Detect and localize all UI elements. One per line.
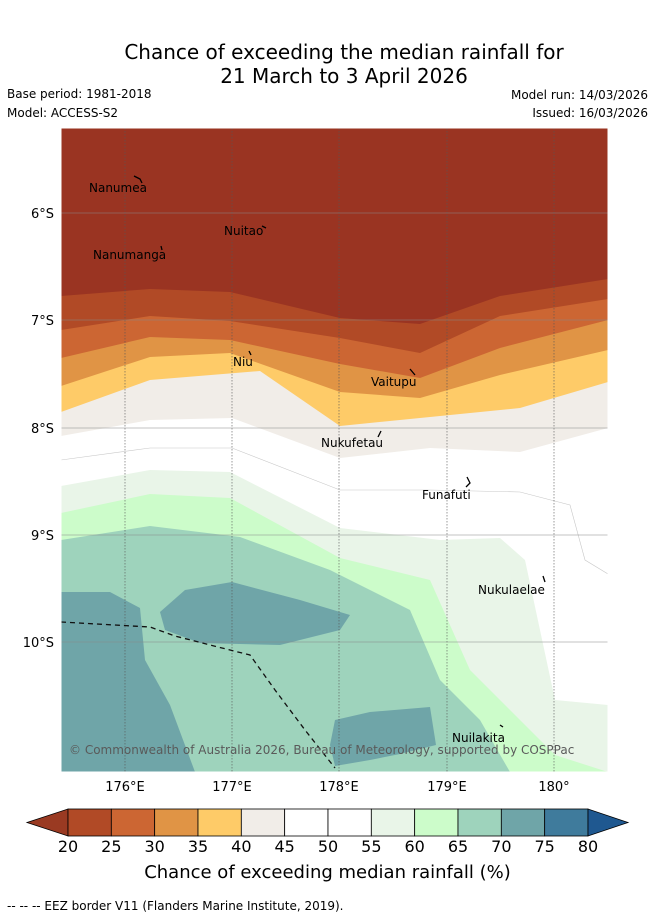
colorbar-segment <box>67 808 112 837</box>
island-shape <box>377 430 382 438</box>
island-shape <box>409 368 416 376</box>
colorbar-tick-label: 30 <box>144 837 165 856</box>
colorbar-segment <box>284 808 329 837</box>
islands <box>133 175 546 728</box>
colorbar-tick-label: 20 <box>57 837 79 856</box>
colorbar-segment <box>154 808 199 837</box>
title-line-1: Chance of exceeding the median rainfall … <box>124 40 564 64</box>
colorbar-tick-label: 80 <box>577 837 599 856</box>
place-labels: Nanumea Nuitao Nanumanga Niu Vaitupu Nuk… <box>89 181 545 745</box>
map-title: Chance of exceeding the median rainfall … <box>0 40 655 88</box>
colorbar-tick-label: 25 <box>101 837 122 856</box>
colorbar-tick-label: 35 <box>187 837 209 856</box>
map-frame <box>60 127 609 773</box>
eez-border <box>60 621 336 769</box>
island-shape <box>261 225 267 229</box>
lon-label: 177°E <box>212 780 252 795</box>
base-period: Base period: 1981-2018 <box>7 87 152 101</box>
island-shape <box>248 350 252 356</box>
colorbar-tick-label: 45 <box>274 837 295 856</box>
island-shape <box>465 476 471 488</box>
issued-date: Issued: 16/03/2026 <box>532 106 648 120</box>
place-label-niu: Niu <box>233 355 253 369</box>
colorbar-under-arrow <box>25 808 69 837</box>
place-label-nuilakita: Nuilakita <box>452 731 505 745</box>
colorbar <box>25 808 630 837</box>
colorbar-segment <box>414 808 459 837</box>
colorbar-segment <box>544 808 589 837</box>
lat-label: 6°S <box>31 207 54 222</box>
lat-label: 9°S <box>31 529 54 544</box>
colorbar-tick-label: 75 <box>534 837 555 856</box>
colorbar-segment <box>457 808 502 837</box>
colorbar-tick-label: 40 <box>231 837 252 856</box>
rainfall-contours <box>61 128 608 772</box>
band-70-75-centre <box>160 582 350 645</box>
colorbar-tick-label: 55 <box>361 837 382 856</box>
contour-50 <box>61 447 608 575</box>
island-shape <box>499 724 504 728</box>
colorbar-segment <box>327 808 372 837</box>
island-shape <box>160 245 163 251</box>
colorbar-over-arrow <box>587 808 630 837</box>
lat-grid-lines <box>61 212 608 643</box>
lat-axis: 6°S 7°S 8°S 9°S 10°S <box>23 207 54 651</box>
lat-label: 10°S <box>23 636 54 651</box>
place-label-nukulaelae: Nukulaelae <box>478 583 545 597</box>
lon-axis: 176°E 177°E 178°E 179°E 180° <box>105 780 569 795</box>
copyright-notice: © Commonwealth of Australia 2026, Bureau… <box>69 743 574 757</box>
lon-label: 176°E <box>105 780 145 795</box>
lat-label: 8°S <box>31 422 54 437</box>
island-shape <box>542 575 546 583</box>
lon-label: 180° <box>538 780 569 795</box>
place-label-nanumanga: Nanumanga <box>93 248 166 262</box>
lon-label: 179°E <box>427 780 467 795</box>
place-label-nanumea: Nanumea <box>89 181 147 195</box>
eez-footnote: -- -- -- EEZ border V11 (Flanders Marine… <box>7 899 344 913</box>
model-run: Model run: 14/03/2026 <box>510 88 648 102</box>
lat-label: 7°S <box>31 314 54 329</box>
colorbar-segment <box>370 808 416 837</box>
colorbar-tick-label: 50 <box>317 837 339 856</box>
colorbar-title: Chance of exceeding median rainfall (%) <box>144 862 511 883</box>
colorbar-segment <box>197 808 242 837</box>
place-label-vaitupu: Vaitupu <box>371 375 417 389</box>
place-label-funafuti: Funafuti <box>422 488 471 502</box>
band-70-75-south <box>330 707 436 766</box>
colorbar-tick-label: 70 <box>491 837 512 856</box>
band-70-75-west <box>61 592 195 772</box>
island-shape <box>133 175 143 184</box>
colorbar-segment <box>110 808 156 837</box>
lon-label: 178°E <box>319 780 359 795</box>
place-label-nukufetau: Nukufetau <box>321 436 383 450</box>
colorbar-segment <box>240 808 286 837</box>
colorbar-segment <box>500 808 546 837</box>
title-line-2: 21 March to 3 April 2026 <box>220 64 468 88</box>
colorbar-tick-label: 65 <box>447 837 469 856</box>
colorbar-tick-label: 60 <box>404 837 425 856</box>
place-label-nuitao: Nuitao <box>224 224 263 238</box>
grid-lines <box>124 128 555 772</box>
model-name: Model: ACCESS-S2 <box>7 106 119 120</box>
